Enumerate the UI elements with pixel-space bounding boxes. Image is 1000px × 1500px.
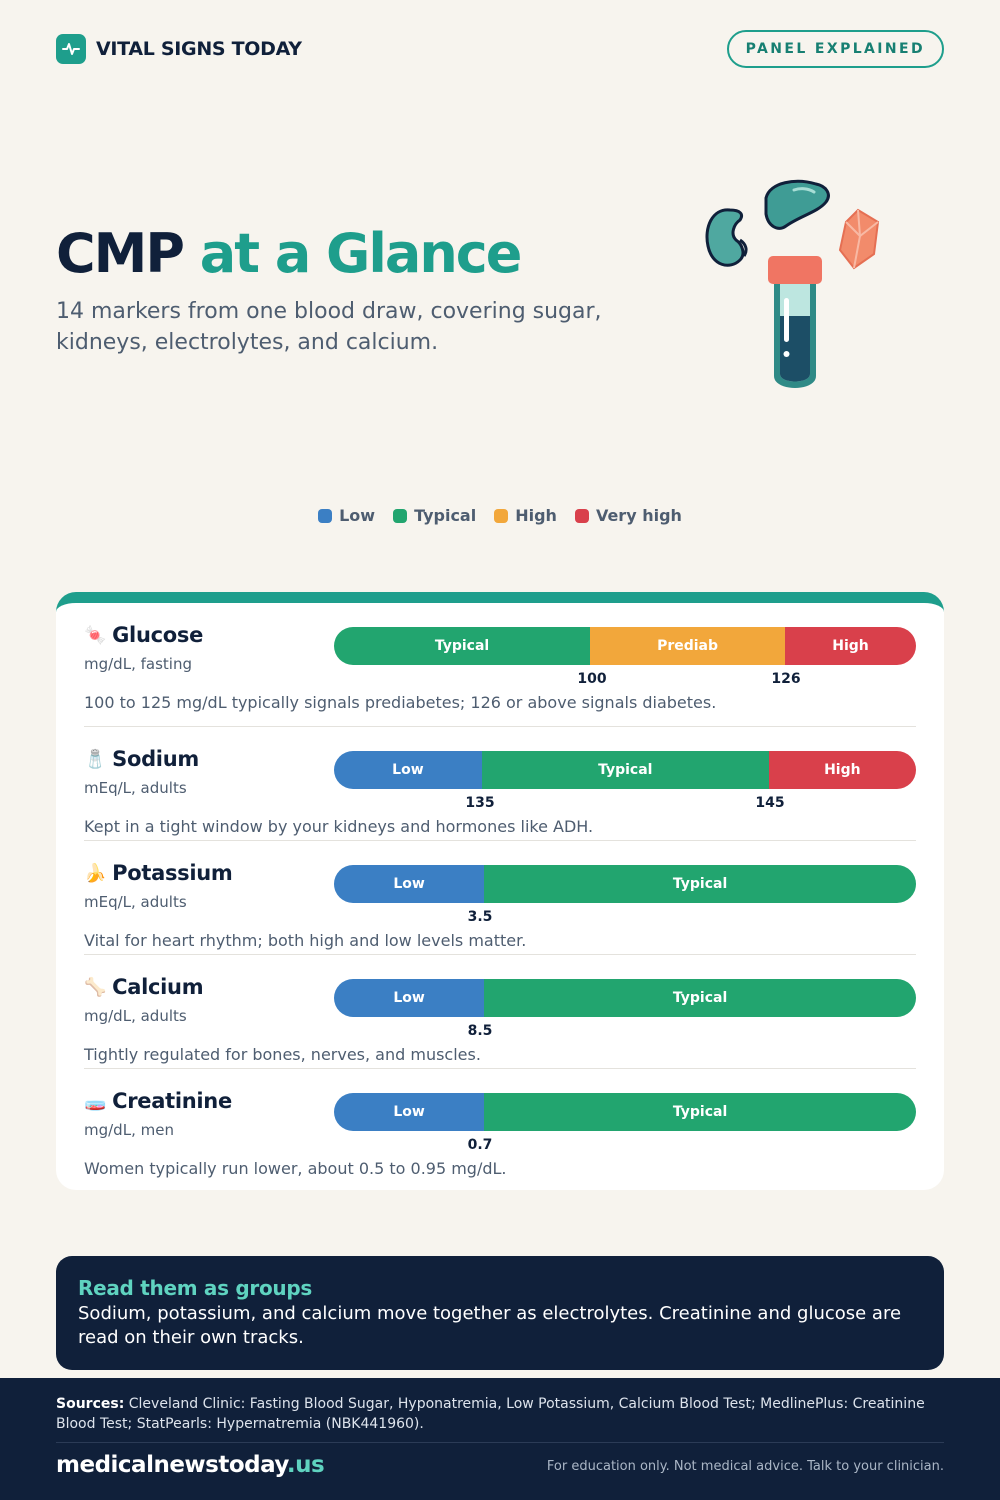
- brand-name: VITAL SIGNS TODAY: [96, 38, 302, 60]
- legend-label: Low: [339, 506, 376, 525]
- footer: Sources: Cleveland Clinic: Fasting Blood…: [0, 1378, 1000, 1500]
- footer-divider: [56, 1442, 944, 1443]
- marker-unit: mg/dL, fasting: [84, 655, 192, 673]
- legend-swatch: [318, 508, 333, 523]
- range-bar: Low Typical: [334, 865, 916, 903]
- range-segment-low: Low: [334, 751, 482, 789]
- site-tld: .us: [286, 1452, 325, 1478]
- marker-note: Tightly regulated for bones, nerves, and…: [84, 1045, 481, 1064]
- legend-label: Typical: [414, 506, 477, 525]
- marker-note: Women typically run lower, about 0.5 to …: [84, 1159, 507, 1178]
- brand[interactable]: VITAL SIGNS TODAY: [56, 34, 302, 64]
- range-segment-typical: Typical: [484, 865, 916, 903]
- marker-unit: mEq/L, adults: [84, 779, 187, 797]
- page-subtitle: 14 markers from one blood draw, covering…: [56, 299, 602, 355]
- marker-note: Vital for heart rhythm; both high and lo…: [84, 931, 527, 950]
- range-segment-high: High: [768, 751, 916, 789]
- marker-note: 100 to 125 mg/dL typically signals predi…: [84, 693, 717, 712]
- range-threshold: 126: [771, 671, 801, 687]
- candy-icon: 🍬: [84, 624, 107, 646]
- marker-name: Calcium: [112, 975, 204, 999]
- legend-item-typical: Typical: [393, 506, 476, 525]
- marker-row-potassium: 🍌 Potassium mEq/L, adults Low Typical 3.5…: [84, 840, 916, 954]
- legend-item-low: Low: [318, 506, 375, 525]
- salt-shaker-icon: 🧂: [84, 748, 107, 770]
- test-tube-icon: [768, 256, 822, 388]
- marker-name: Creatinine: [112, 1089, 232, 1113]
- range-segment-prediab: Prediab: [590, 627, 786, 665]
- range-segment-low: Low: [334, 865, 485, 903]
- range-segment-low: Low: [334, 1093, 485, 1131]
- petri-dish-icon: 🧫: [84, 1090, 107, 1112]
- hero-illustration: [705, 179, 880, 388]
- marker-row-sodium: 🧂 Sodium mEq/L, adults Low Typical High 1…: [84, 726, 916, 840]
- page-title: CMP at a Glance: [56, 222, 523, 285]
- legend-swatch: [574, 508, 589, 523]
- range-segment-typical: Typical: [481, 751, 769, 789]
- bone-icon: 🦴: [84, 976, 107, 998]
- range-threshold: 100: [577, 671, 607, 687]
- marker-note: Kept in a tight window by your kidneys a…: [84, 817, 594, 836]
- crystal-icon: [838, 208, 880, 270]
- range-segment-high: High: [785, 627, 916, 665]
- legend: Low Typical High Very high: [0, 506, 1000, 525]
- kidney-icon: [705, 208, 748, 267]
- marker-row-glucose: 🍬 Glucose mg/dL, fasting Typical Prediab …: [84, 603, 916, 726]
- range-segment-low: Low: [334, 979, 485, 1017]
- callout-title: Read them as groups: [78, 1276, 312, 1300]
- range-segment-typical: Typical: [334, 627, 591, 665]
- legend-item-high: High: [494, 506, 557, 525]
- site-link[interactable]: medicalnewstoday.us: [56, 1452, 325, 1478]
- title-accent: at a Glance: [199, 222, 523, 285]
- marker-name: Glucose: [112, 623, 204, 647]
- marker-unit: mg/dL, adults: [84, 1007, 187, 1025]
- range-threshold: 0.7: [467, 1137, 493, 1153]
- sources-text: Cleveland Clinic: Fasting Blood Sugar, H…: [56, 1396, 925, 1432]
- banana-icon: 🍌: [84, 862, 107, 884]
- liver-icon: [764, 179, 830, 230]
- range-threshold: 145: [755, 795, 785, 811]
- marker-row-calcium: 🦴 Calcium mg/dL, adults Low Typical 8.5 T…: [84, 954, 916, 1068]
- markers-card: 🍬 Glucose mg/dL, fasting Typical Prediab …: [56, 592, 944, 1190]
- range-segment-typical: Typical: [484, 979, 916, 1017]
- marker-title: 🍌 Potassium: [84, 861, 233, 885]
- range-threshold: 135: [465, 795, 495, 811]
- disclaimer: For education only. Not medical advice. …: [546, 1459, 944, 1474]
- legend-item-very-high: Very high: [574, 506, 682, 525]
- marker-row-creatinine: 🧫 Creatinine mg/dL, men Low Typical 0.7 W…: [84, 1068, 916, 1190]
- marker-title: 🦴 Calcium: [84, 975, 204, 999]
- range-threshold: 3.5: [467, 909, 493, 925]
- legend-swatch: [494, 508, 509, 523]
- legend-label: High: [515, 506, 557, 525]
- marker-title: 🧂 Sodium: [84, 747, 199, 771]
- panel-explained-badge: PANEL EXPLAINED: [726, 30, 944, 68]
- pulse-icon: [56, 34, 86, 64]
- marker-name: Sodium: [112, 747, 199, 771]
- marker-unit: mEq/L, adults: [84, 893, 187, 911]
- marker-unit: mg/dL, men: [84, 1121, 174, 1139]
- range-segment-typical: Typical: [484, 1093, 916, 1131]
- range-bar: Typical Prediab High: [334, 627, 916, 665]
- legend-label: Very high: [595, 506, 682, 525]
- marker-title: 🧫 Creatinine: [84, 1089, 232, 1113]
- groups-callout: Read them as groups Sodium, potassium, a…: [56, 1256, 944, 1370]
- callout-text: Sodium, potassium, and calcium move toge…: [78, 1303, 902, 1348]
- sources-label: Sources:: [56, 1396, 125, 1412]
- site-name: medicalnewstoday: [56, 1452, 287, 1478]
- header: VITAL SIGNS TODAY PANEL EXPLAINED: [56, 30, 944, 68]
- sources: Sources: Cleveland Clinic: Fasting Blood…: [56, 1394, 944, 1434]
- range-threshold: 8.5: [467, 1023, 493, 1039]
- marker-title: 🍬 Glucose: [84, 623, 203, 647]
- range-bar: Low Typical: [334, 1093, 916, 1131]
- range-bar: Low Typical High: [334, 751, 916, 789]
- title-main: CMP: [56, 222, 185, 285]
- marker-name: Potassium: [112, 861, 233, 885]
- legend-swatch: [393, 508, 408, 523]
- range-bar: Low Typical: [334, 979, 916, 1017]
